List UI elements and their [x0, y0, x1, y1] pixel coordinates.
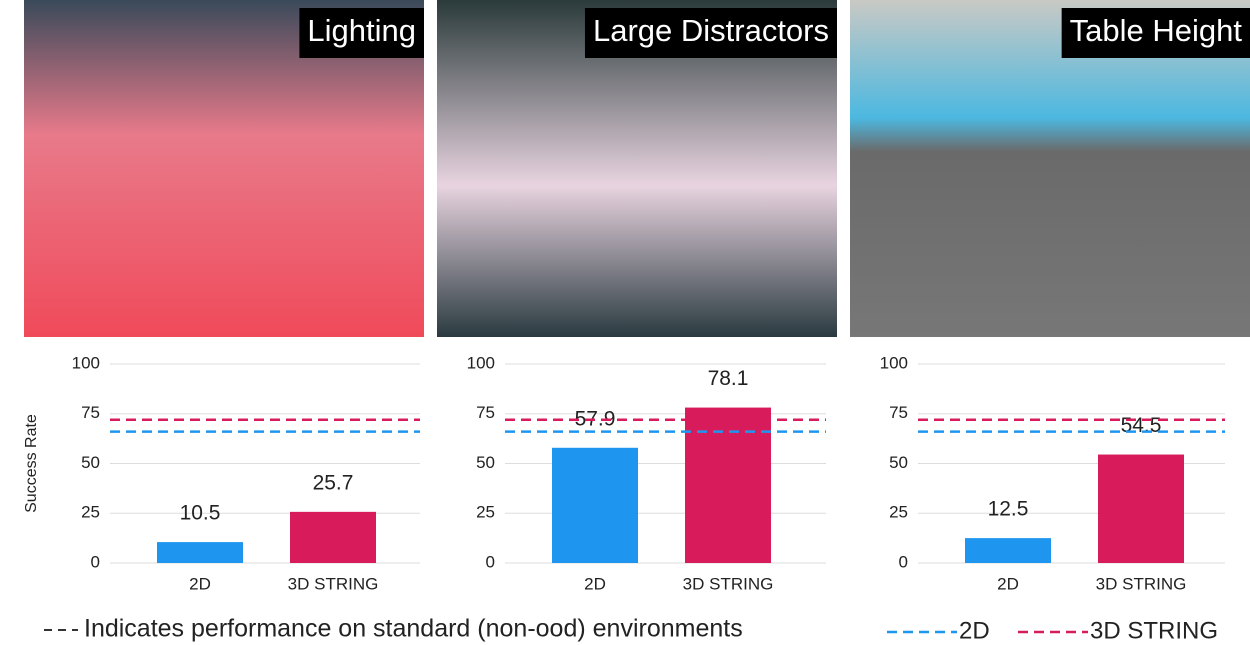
- panel-title-box: [584, 8, 837, 58]
- y-tick-label: 100: [72, 353, 100, 372]
- y-tick-label: 50: [889, 453, 908, 472]
- value-label: 25.7: [313, 471, 354, 494]
- bar: [290, 511, 376, 563]
- value-label: 78.1: [708, 367, 749, 390]
- y-tick-label: 100: [880, 353, 908, 372]
- legend-label: 2D: [959, 617, 990, 644]
- y-tick-label: 75: [476, 403, 495, 422]
- y-tick-label: 0: [486, 552, 495, 571]
- x-tick-label: 2D: [997, 574, 1019, 593]
- y-tick-label: 0: [91, 552, 100, 571]
- y-tick-label: 25: [476, 503, 495, 522]
- bar: [965, 538, 1051, 563]
- y-tick-label: 75: [889, 403, 908, 422]
- value-label: 12.5: [988, 498, 1029, 521]
- panel-title: Table Height: [1070, 13, 1243, 48]
- panel-title: Lighting: [307, 13, 416, 48]
- value-label: 10.5: [180, 502, 221, 525]
- y-tick-label: 75: [81, 403, 100, 422]
- y-tick-label: 100: [467, 353, 495, 372]
- bar: [1098, 454, 1184, 563]
- y-tick-label: 50: [81, 453, 100, 472]
- y-tick-label: 25: [81, 503, 100, 522]
- panel-title-box: [299, 8, 424, 58]
- x-tick-label: 3D STRING: [683, 574, 774, 593]
- y-tick-label: 0: [899, 552, 908, 571]
- panel-title-box: [1061, 8, 1250, 58]
- bar: [552, 447, 638, 563]
- footnote: Indicates performance on standard (non-o…: [84, 615, 743, 643]
- legend-label: 3D STRING: [1090, 617, 1218, 644]
- x-tick-label: 3D STRING: [288, 574, 379, 593]
- bar: [685, 407, 771, 563]
- y-tick-label: 50: [476, 453, 495, 472]
- x-tick-label: 3D STRING: [1096, 574, 1187, 593]
- value-label: 54.5: [1121, 414, 1162, 437]
- y-tick-label: 25: [889, 503, 908, 522]
- x-tick-label: 2D: [189, 574, 211, 593]
- y-axis-label: Success Rate: [23, 414, 40, 513]
- panel-title: Large Distractors: [593, 13, 829, 48]
- bar: [157, 542, 243, 563]
- x-tick-label: 2D: [584, 574, 606, 593]
